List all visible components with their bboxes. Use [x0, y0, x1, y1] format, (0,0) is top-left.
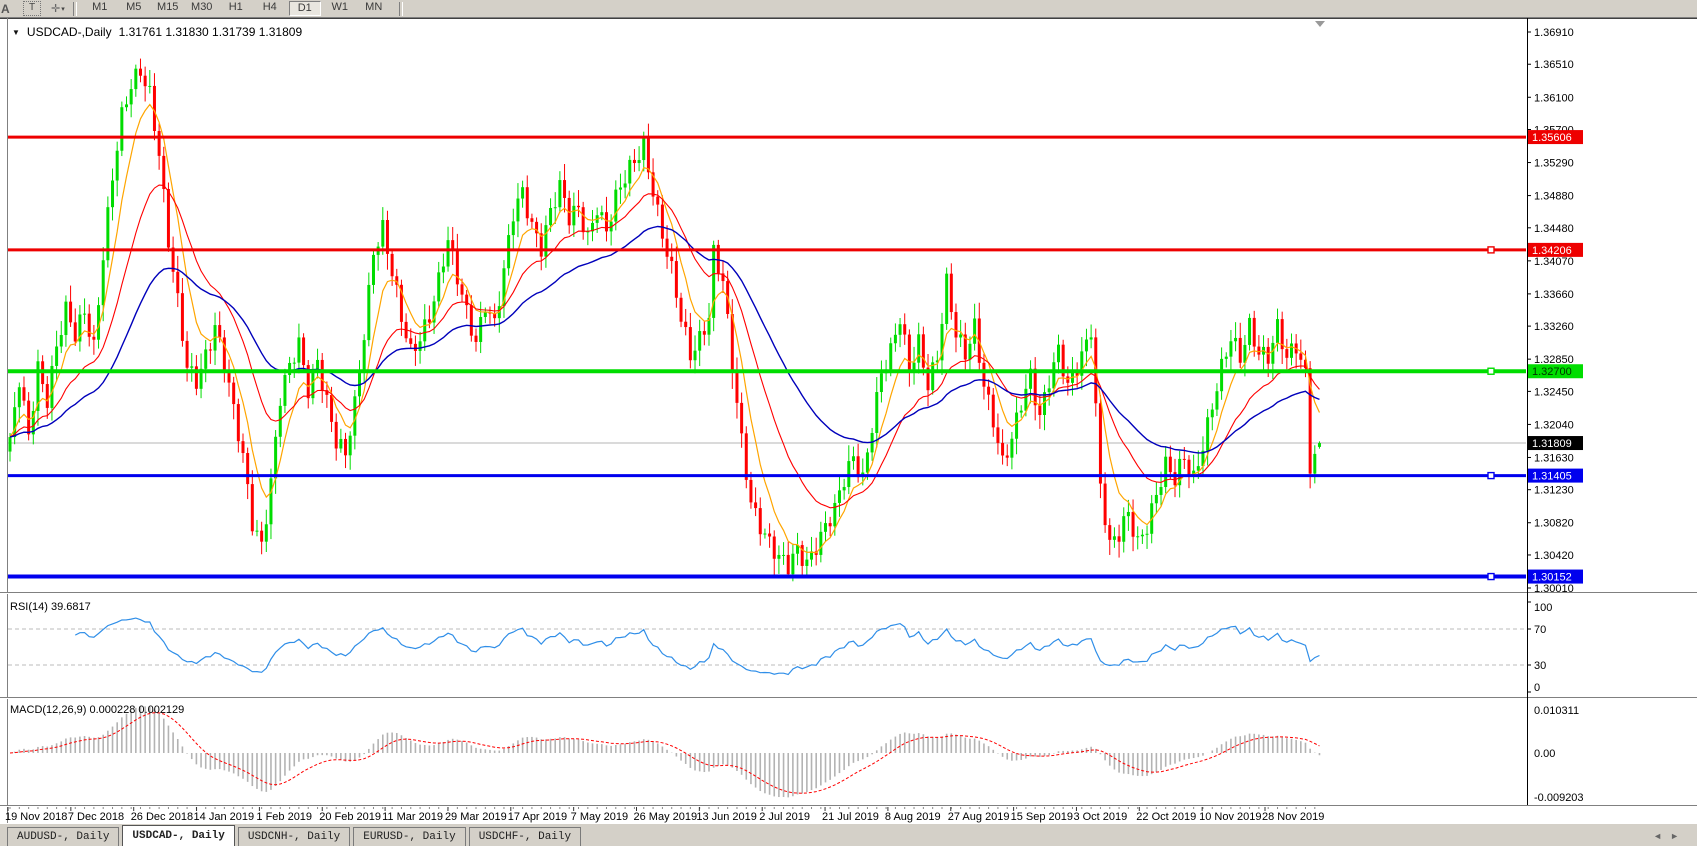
timeframe-button-m30[interactable]: M30 — [191, 1, 213, 13]
chart-window: 1.369101.365101.361001.357001.352901.348… — [0, 18, 1697, 823]
svg-text:1.36910: 1.36910 — [1534, 27, 1574, 39]
svg-text:21 Jul 2019: 21 Jul 2019 — [822, 811, 879, 823]
svg-text:1.31809: 1.31809 — [1532, 438, 1572, 450]
cursor-crosshair-icon: ✛ — [51, 3, 61, 15]
tab-scroll-left-icon[interactable]: ◄ — [1653, 831, 1671, 841]
timeframe-button-m5[interactable]: M5 — [126, 1, 142, 13]
svg-text:7 May 2019: 7 May 2019 — [571, 811, 628, 823]
timeframe-button-m1[interactable]: M1 — [92, 1, 108, 13]
svg-text:1 Feb 2019: 1 Feb 2019 — [256, 811, 312, 823]
svg-text:1.35606: 1.35606 — [1532, 132, 1572, 144]
svg-text:3 Oct 2019: 3 Oct 2019 — [1073, 811, 1127, 823]
svg-text:1.30820: 1.30820 — [1534, 518, 1574, 530]
svg-text:19 Nov 2018: 19 Nov 2018 — [5, 811, 67, 823]
svg-text:1.30152: 1.30152 — [1532, 572, 1572, 584]
chart-tab-eurusd[interactable]: EURUSD-, Daily — [353, 827, 466, 846]
svg-text:1.32450: 1.32450 — [1534, 386, 1574, 398]
text-label-tool-button[interactable]: T — [23, 1, 41, 16]
timeframe-button-w1[interactable]: W1 — [331, 1, 348, 13]
svg-text:1.36510: 1.36510 — [1534, 59, 1574, 71]
svg-text:17 Apr 2019: 17 Apr 2019 — [508, 811, 567, 823]
top-toolbar: A T ✛ ▾ M1 M5 M15 M30 H1 H4 D1 W1 MN — [0, 0, 1697, 18]
svg-text:1.36100: 1.36100 — [1534, 92, 1574, 104]
svg-text:70: 70 — [1534, 624, 1546, 636]
svg-text:1.31630: 1.31630 — [1534, 452, 1574, 464]
svg-text:11 Mar 2019: 11 Mar 2019 — [382, 811, 443, 823]
svg-text:22 Oct 2019: 22 Oct 2019 — [1136, 811, 1196, 823]
svg-text:0.00: 0.00 — [1534, 748, 1555, 760]
svg-text:1.33260: 1.33260 — [1534, 321, 1574, 333]
svg-text:-0.009203: -0.009203 — [1534, 792, 1584, 804]
title-collapse-icon[interactable]: ▼ — [12, 27, 20, 37]
svg-text:1.31405: 1.31405 — [1532, 471, 1572, 483]
svg-text:14 Jan 2019: 14 Jan 2019 — [194, 811, 255, 823]
svg-text:1.34880: 1.34880 — [1534, 191, 1574, 203]
tab-scroll-right-icon[interactable]: ► — [1670, 831, 1687, 841]
svg-text:0.010311: 0.010311 — [1534, 705, 1579, 717]
cursor-dropdown-icon[interactable]: ▾ — [61, 5, 65, 13]
toolbar-letter-a-icon: A — [1, 1, 10, 16]
chart-tabs: AUDUSD-, Daily USDCAD-, Daily USDCNH-, Dai… — [0, 823, 1697, 846]
macd-indicator-label: MACD(12,26,9) 0.000228 0.002129 — [10, 704, 185, 716]
svg-text:28 Nov 2019: 28 Nov 2019 — [1262, 811, 1324, 823]
svg-text:0: 0 — [1534, 682, 1540, 694]
svg-text:27 Aug 2019: 27 Aug 2019 — [948, 811, 1010, 823]
chart-plot[interactable]: 1.369101.365101.361001.357001.352901.348… — [0, 18, 1697, 823]
timeframe-button-d1[interactable]: D1 — [288, 1, 321, 16]
svg-text:1.32850: 1.32850 — [1534, 354, 1574, 366]
timeframe-button-h4[interactable]: H4 — [262, 1, 277, 13]
timeframe-button-mn[interactable]: MN — [365, 1, 383, 13]
timeframe-buttons: M1 M5 M15 M30 H1 H4 D1 W1 MN — [83, 1, 391, 16]
svg-text:1.32700: 1.32700 — [1532, 366, 1572, 378]
svg-text:13 Jun 2019: 13 Jun 2019 — [696, 811, 757, 823]
chart-tab-usdcad[interactable]: USDCAD-, Daily — [122, 825, 235, 846]
svg-text:26 Dec 2018: 26 Dec 2018 — [131, 811, 193, 823]
svg-text:1.35290: 1.35290 — [1534, 158, 1574, 170]
tab-scroll-arrows: ◄► — [1653, 831, 1687, 841]
svg-text:1.31230: 1.31230 — [1534, 485, 1574, 497]
svg-text:1.34480: 1.34480 — [1534, 223, 1574, 235]
svg-text:1.34070: 1.34070 — [1534, 256, 1574, 268]
svg-text:2 Jul 2019: 2 Jul 2019 — [759, 811, 810, 823]
chart-ohlc-values: 1.31761 1.31830 1.31739 1.31809 — [118, 25, 303, 39]
svg-text:15 Sep 2019: 15 Sep 2019 — [1011, 811, 1073, 823]
chart-tab-audusd[interactable]: AUDUSD-, Daily — [7, 827, 120, 846]
svg-text:100: 100 — [1534, 602, 1552, 614]
timeframe-button-m15[interactable]: M15 — [157, 1, 179, 13]
svg-text:30: 30 — [1534, 660, 1546, 672]
svg-text:7 Dec 2018: 7 Dec 2018 — [68, 811, 124, 823]
svg-text:20 Feb 2019: 20 Feb 2019 — [319, 811, 381, 823]
chart-symbol-label: USDCAD-,Daily — [26, 25, 112, 39]
svg-text:29 Mar 2019: 29 Mar 2019 — [445, 811, 507, 823]
svg-text:26 May 2019: 26 May 2019 — [634, 811, 698, 823]
rsi-indicator-label: RSI(14) 39.6817 — [10, 601, 91, 613]
timeframe-button-h1[interactable]: H1 — [228, 1, 243, 13]
chart-tab-usdcnh[interactable]: USDCNH-, Daily — [237, 827, 351, 846]
cursor-tool-button[interactable]: ✛ ▾ — [51, 2, 65, 15]
svg-text:8 Aug 2019: 8 Aug 2019 — [885, 811, 941, 823]
svg-text:10 Nov 2019: 10 Nov 2019 — [1199, 811, 1261, 823]
svg-text:1.32040: 1.32040 — [1534, 419, 1574, 431]
toolbar-separator-2 — [398, 1, 403, 16]
chart-tab-usdchf[interactable]: USDCHF-, Daily — [468, 827, 582, 846]
svg-text:1.30010: 1.30010 — [1534, 583, 1574, 595]
svg-text:1.33660: 1.33660 — [1534, 289, 1574, 301]
chart-title: ▼ USDCAD-,Daily 1.31761 1.31830 1.31739 … — [12, 25, 302, 39]
svg-text:1.30420: 1.30420 — [1534, 550, 1574, 562]
toolbar-separator — [72, 1, 77, 16]
svg-text:1.34206: 1.34206 — [1532, 245, 1572, 257]
